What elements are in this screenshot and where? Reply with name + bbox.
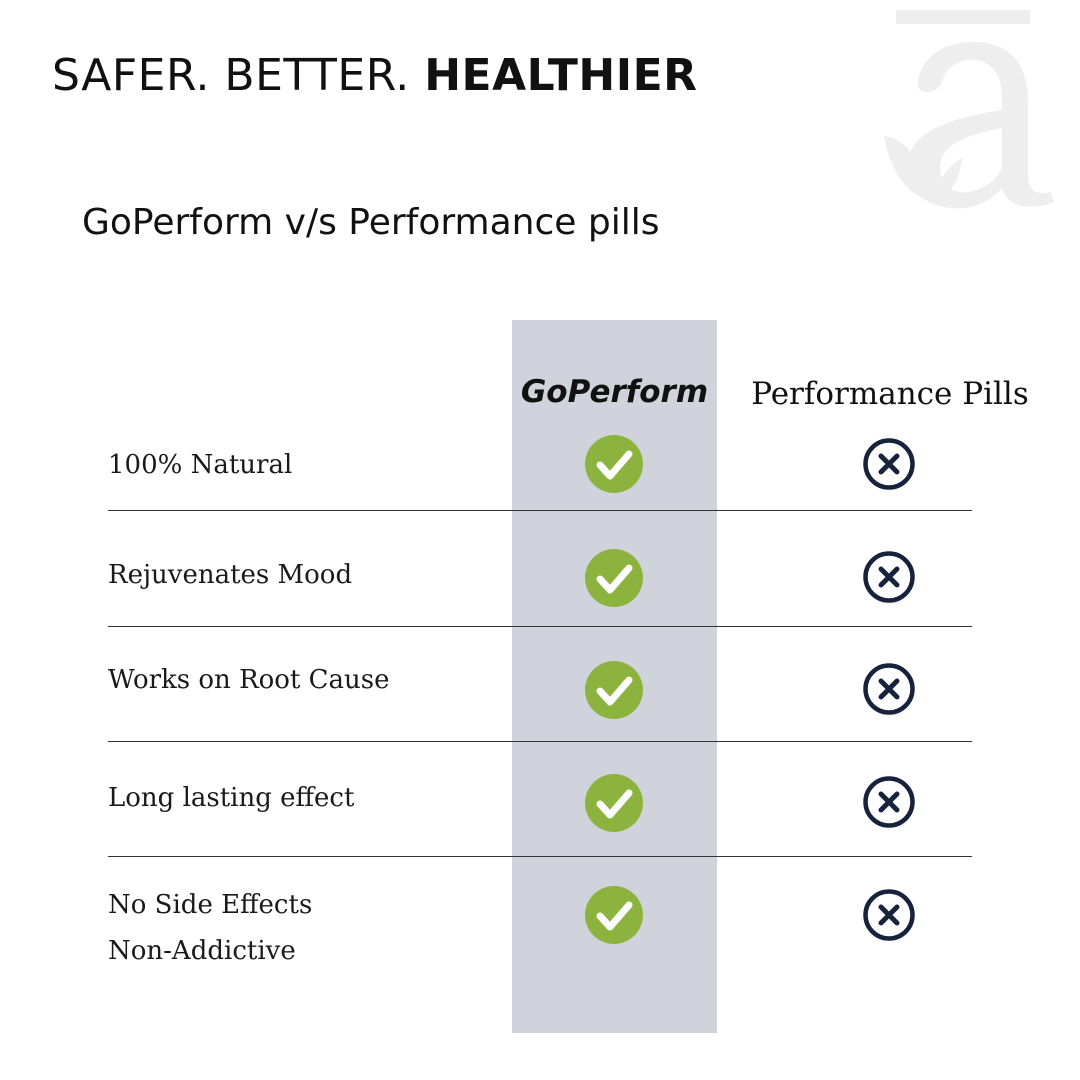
row-divider [108,856,972,857]
row-label-no-side-effects: No Side Effects Non-Addictive [108,882,312,974]
x-circle-icon [863,551,915,603]
row-label-line: Works on Root Cause [108,665,390,695]
row-label-works-on-root-cause: Works on Root Cause [108,657,390,703]
check-circle-icon [585,774,643,832]
headline-strong: HEALTHIER [424,50,698,101]
check-circle-icon [585,549,643,607]
column-header-performance-pills: Performance Pills [751,376,1029,412]
x-circle-icon [863,889,915,941]
row-label-line: 100% Natural [108,450,293,480]
check-circle-icon [585,435,643,493]
row-label-100-natural: 100% Natural [108,442,292,488]
headline: SAFER. BETTER. HEALTHIER [52,50,698,101]
headline-regular: SAFER. BETTER. [52,50,425,101]
brand-letter-a-leaf-icon [884,10,1054,209]
row-label-line: Long lasting effect [108,783,355,813]
row-divider [108,626,972,627]
row-label-long-lasting-effect: Long lasting effect [108,775,354,821]
x-circle-icon [863,663,915,715]
comparison-subtitle: GoPerform v/s Performance pills [82,202,660,243]
x-circle-icon [863,776,915,828]
row-divider [108,741,972,742]
row-label-line: Non-Addictive [108,936,296,966]
check-circle-icon [585,661,643,719]
column-header-goperform: GoPerform [520,374,709,410]
check-circle-icon [585,886,643,944]
row-divider [108,510,972,511]
row-label-line: Rejuvenates Mood [108,560,353,590]
row-label-rejuvenates-mood: Rejuvenates Mood [108,552,352,598]
row-label-line: No Side Effects [108,890,313,920]
x-circle-icon [863,438,915,490]
